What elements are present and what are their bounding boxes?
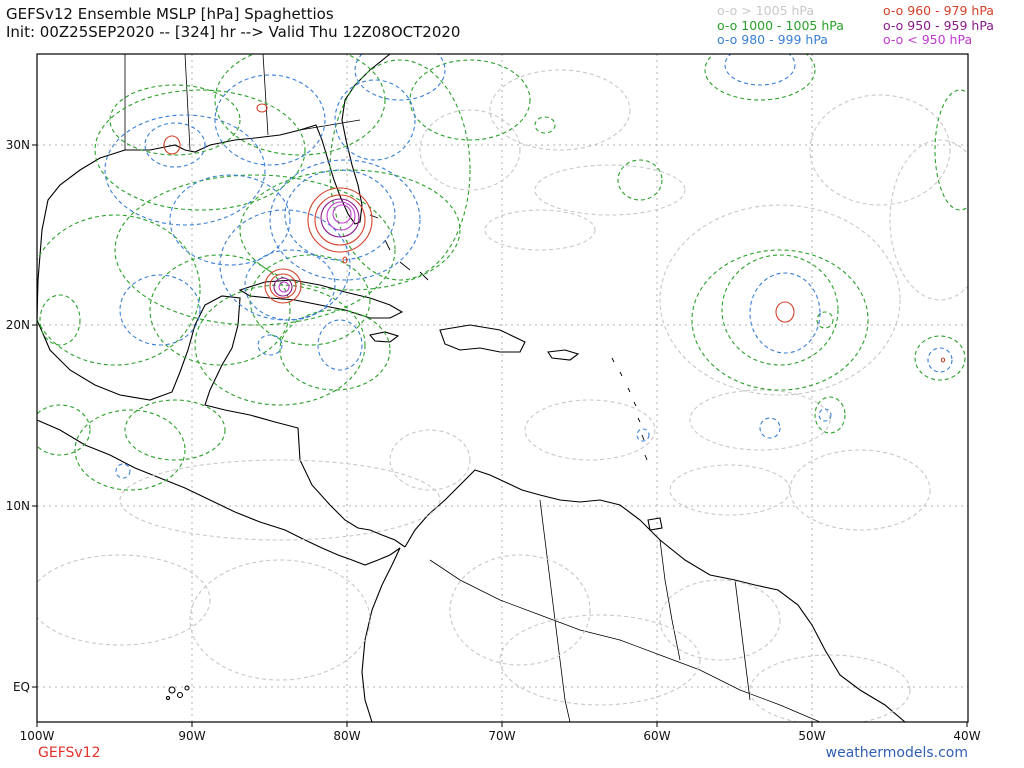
map-title: GEFSv12 Ensemble MSLP [hPa] Spaghettios: [6, 5, 334, 23]
legend-item-green: o-o 1000 - 1005 hPa: [717, 17, 844, 33]
lon-label-90w: 90W: [178, 729, 205, 743]
lat-label-20n: 20N: [6, 318, 30, 332]
legend-right: o-o 960 - 979 hPa o-o 950 - 959 hPa o-o …: [883, 4, 994, 48]
legend-left: o-o > 1005 hPa o-o 1000 - 1005 hPa o-o 9…: [717, 4, 844, 48]
graticule: [37, 54, 968, 722]
contours-gray: [37, 69, 968, 722]
lat-label-10n: 10N: [6, 499, 30, 513]
contours-magenta: [278, 201, 356, 293]
lon-label-50w: 50W: [798, 729, 825, 743]
legend-item-purple: o-o 950 - 959 hPa: [883, 17, 994, 33]
lon-label-70w: 70W: [488, 729, 515, 743]
lat-label-30n: 30N: [6, 138, 30, 152]
legend-item-gray: o-o > 1005 hPa: [717, 3, 815, 18]
lat-label-eq: EQ: [13, 680, 30, 694]
contours-purple: [273, 198, 360, 297]
coastlines: [37, 54, 906, 722]
lon-label-60w: 60W: [643, 729, 670, 743]
lon-label-80w: 80W: [333, 729, 360, 743]
contours-blue: [104, 54, 953, 479]
lon-axis: 100W 90W 80W 70W 60W 50W 40W: [20, 722, 981, 743]
map-subtitle: Init: 00Z25SEP2020 -- [324] hr --> Valid…: [6, 23, 461, 41]
legend-item-magenta: o-o < 950 hPa: [883, 32, 973, 47]
mslp-contours: [37, 54, 968, 722]
legend-item-blue: o-o 980 - 999 hPa: [717, 32, 828, 47]
legend-item-red: o-o 960 - 979 hPa: [883, 3, 994, 18]
lon-label-100w: 100W: [20, 729, 55, 743]
lon-label-40w: 40W: [953, 729, 980, 743]
contours-green: [37, 54, 968, 491]
contours-red: [163, 103, 946, 363]
footer-site-link[interactable]: weathermodels.com: [825, 745, 968, 761]
map-plot-area: [36, 53, 969, 723]
footer-model-label: GEFSv12: [38, 745, 101, 761]
lat-axis: 30N 20N 10N EQ: [6, 138, 37, 694]
